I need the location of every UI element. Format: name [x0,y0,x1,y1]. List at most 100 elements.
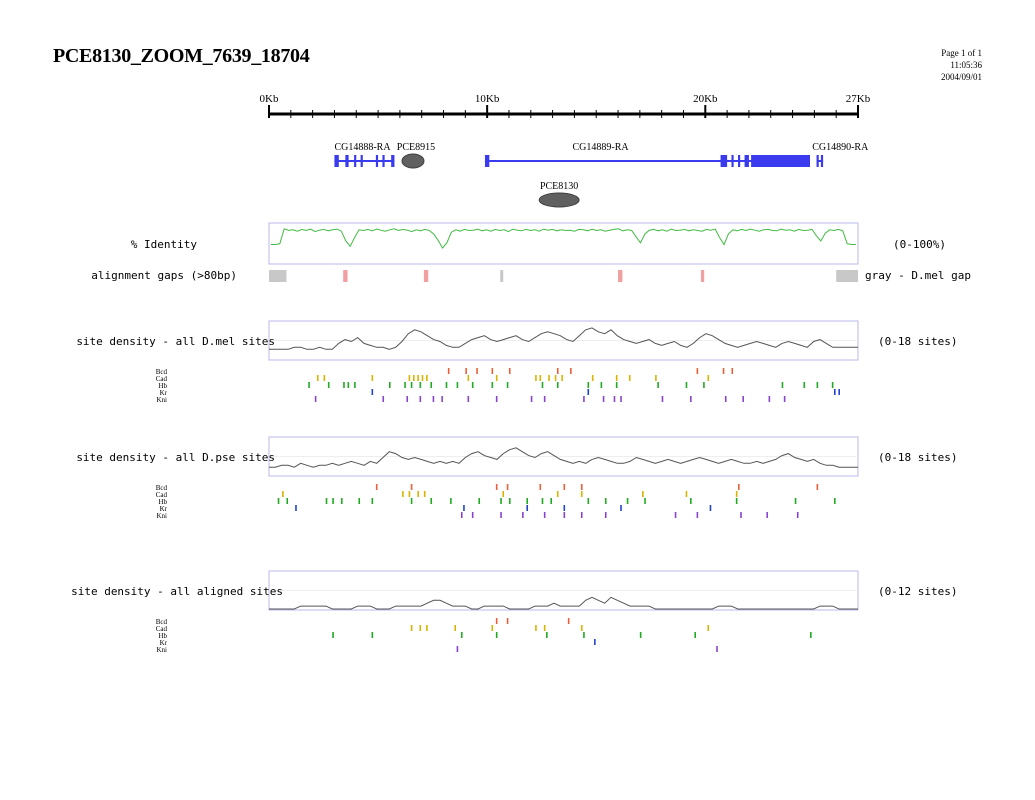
site-tick [441,396,443,402]
density-label: site density - all D.pse sites [76,451,275,464]
site-tick [539,375,542,381]
site-tick [803,382,806,388]
site-tick [550,498,553,504]
site-tick [526,505,529,511]
site-tick [783,396,786,402]
factor-label: Kr [160,389,168,397]
site-tick [696,368,699,374]
factor-label: Cad [156,625,168,633]
density-line [269,327,858,350]
site-tick [591,375,594,381]
gene-exon [484,155,490,167]
identity-frame [268,222,859,265]
site-tick [620,505,622,511]
site-tick [580,625,583,631]
site-tick [406,396,409,402]
site-tick [816,382,819,388]
site-tick [685,382,688,388]
ruler-label-10kb: 10Kb [475,93,500,105]
site-tick [661,396,664,402]
site-tick [388,382,391,388]
site-tick [491,382,494,388]
site-tick [556,382,559,388]
site-tick [657,382,659,388]
gene-exon [354,155,357,167]
gene-exon [345,155,349,167]
site-tick [600,382,603,388]
site-tick [781,382,784,388]
gene-label: CG14890-RA [812,142,869,153]
site-tick [690,396,692,402]
identity-range: (0-100%) [893,238,946,251]
factor-label: Kr [160,505,168,513]
element-oval [401,153,425,169]
site-tick [742,396,744,402]
factor-label: Bcd [156,484,168,492]
print-date: 2004/09/01 [940,72,982,82]
site-tick [371,632,374,638]
site-tick [430,382,433,388]
site-tick [508,368,511,374]
site-tick [495,484,498,490]
site-tick [563,505,566,511]
site-tick [526,498,529,504]
density-range: (0-18 sites) [878,451,957,464]
density-range: (0-12 sites) [878,585,957,598]
factor-label: Hb [158,632,167,640]
site-tick [408,491,411,497]
site-tick [491,368,494,374]
site-tick [408,375,411,381]
site-tick [282,491,284,497]
site-tick [696,512,699,518]
site-tick [535,375,537,381]
site-tick [587,382,590,388]
density-label: site density - all aligned sites [71,585,283,598]
site-tick [535,625,537,631]
site-tick [810,632,812,638]
site-tick [508,498,511,504]
gene-exon [375,155,379,167]
site-tick [620,396,622,402]
ruler-label-20kb: 20Kb [693,93,718,105]
site-tick [639,632,642,638]
site-tick [314,396,317,402]
gene-exon [391,155,395,167]
gene-label: CG14889-RA [573,142,630,153]
identity-label: % Identity [131,238,198,251]
site-tick [343,382,345,388]
site-tick [421,375,424,381]
site-tick [460,512,463,518]
gap-mark [500,270,504,282]
site-tick [530,396,533,402]
gene-exon [360,155,363,167]
site-tick [432,396,435,402]
site-tick [628,375,631,381]
site-tick [419,382,422,388]
gene-exon [382,155,385,167]
site-tick [456,382,459,388]
site-tick [724,396,727,402]
site-tick [410,498,413,504]
site-tick [410,625,413,631]
gene-model: CG14889-RA [484,142,811,167]
element-oval [538,192,580,208]
site-density-tracks: site density - all D.mel sites (0-18 site… [71,320,957,654]
site-tick [347,382,350,388]
page-meta: Page 1 of 1 11:05:36 2004/09/01 [941,47,982,83]
site-tick [580,491,583,497]
site-tick [541,498,544,504]
gene-exon [731,155,734,167]
site-tick [404,382,406,388]
site-tick [831,382,834,388]
ruler-label-27kb: 27Kb [846,93,871,105]
site-tick [583,632,585,638]
factor-label: Bcd [156,618,168,626]
page-number: Page 1 of 1 [941,48,982,58]
density-line [269,447,858,468]
site-tick [796,512,799,518]
site-tick [604,498,607,504]
site-tick [694,632,696,638]
site-tick [506,382,509,388]
